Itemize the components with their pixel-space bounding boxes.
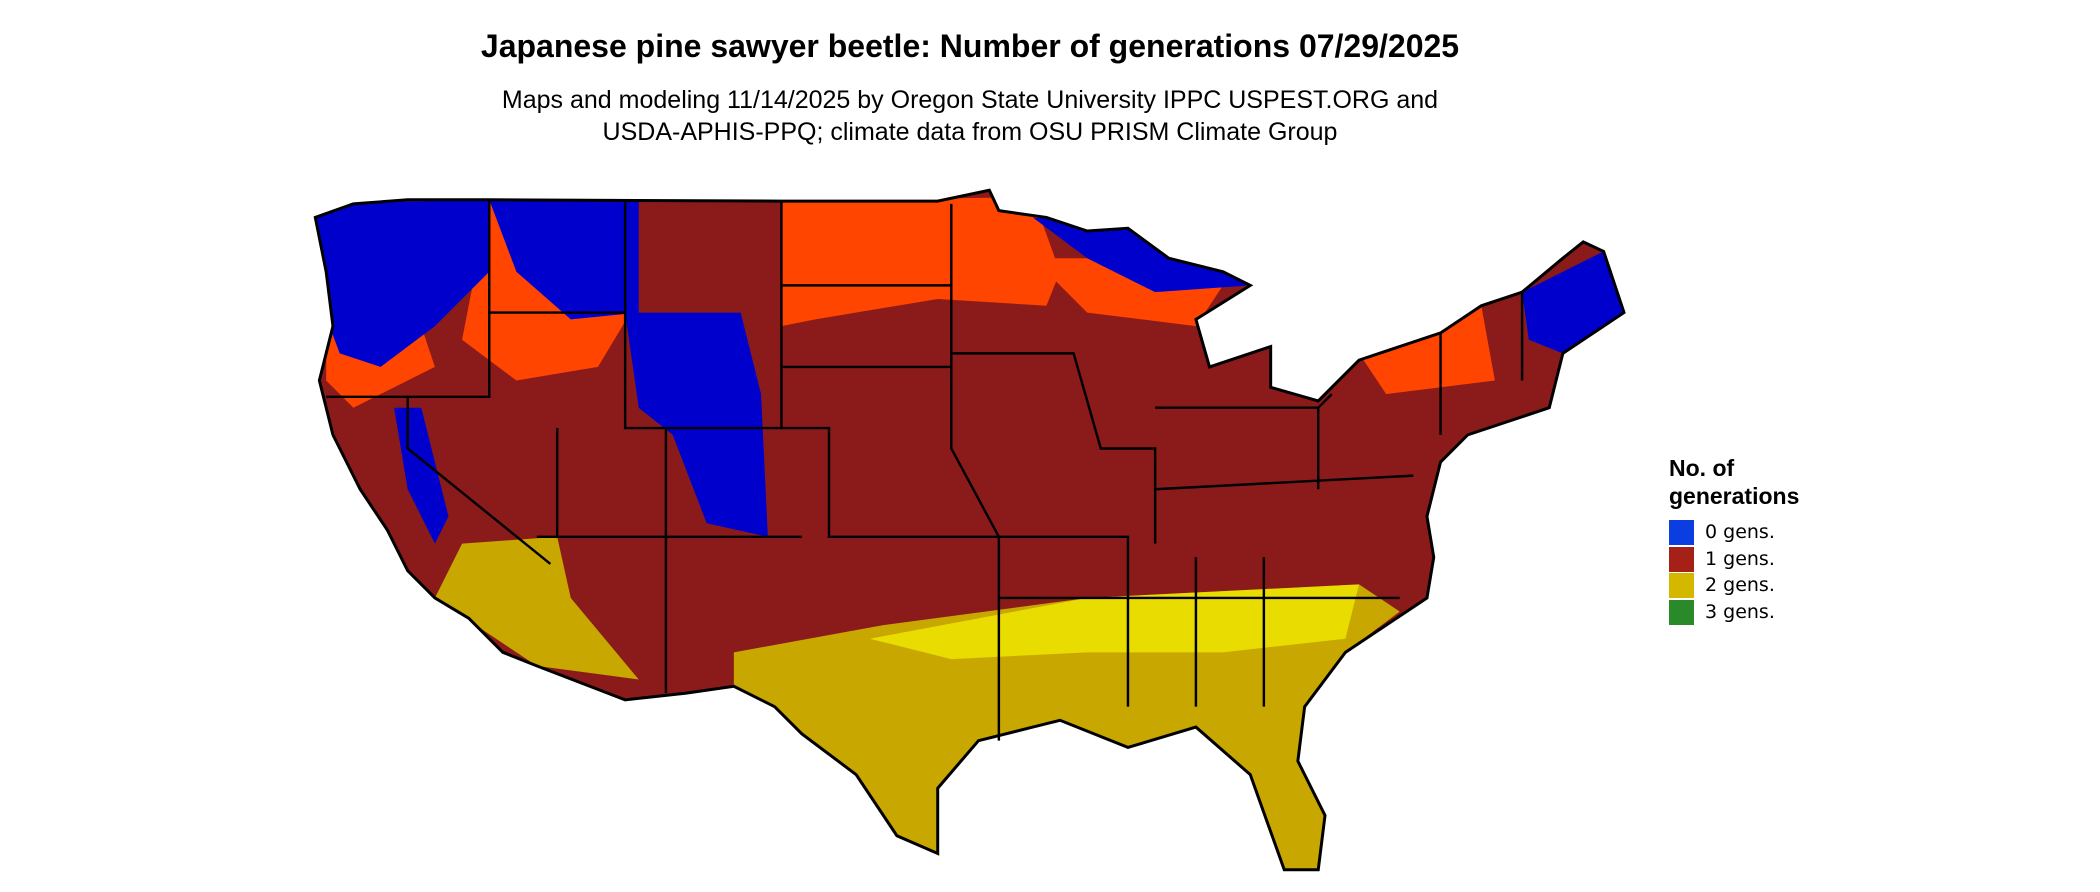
legend-title: generations — [1669, 483, 1800, 509]
legend-swatch — [1669, 546, 1694, 572]
legend-swatch — [1669, 573, 1694, 598]
legend-label: 1 gens. — [1705, 547, 1775, 570]
map-subtitle: USDA-APHIS-PPQ; climate data from OSU PR… — [602, 118, 1338, 146]
map-title: Japanese pine sawyer beetle: Number of g… — [480, 28, 1460, 64]
legend-label: 2 gens. — [1705, 574, 1775, 596]
map-subtitle: Maps and modeling 11/14/2025 by Oregon S… — [501, 86, 1439, 114]
legend-title: No. of — [1669, 455, 1735, 481]
legend-swatch — [1669, 599, 1694, 625]
legend-swatch — [1669, 520, 1694, 545]
us-map — [313, 188, 1626, 872]
legend-label: 0 gens. — [1705, 521, 1775, 543]
legend-label: 3 gens. — [1705, 600, 1775, 623]
